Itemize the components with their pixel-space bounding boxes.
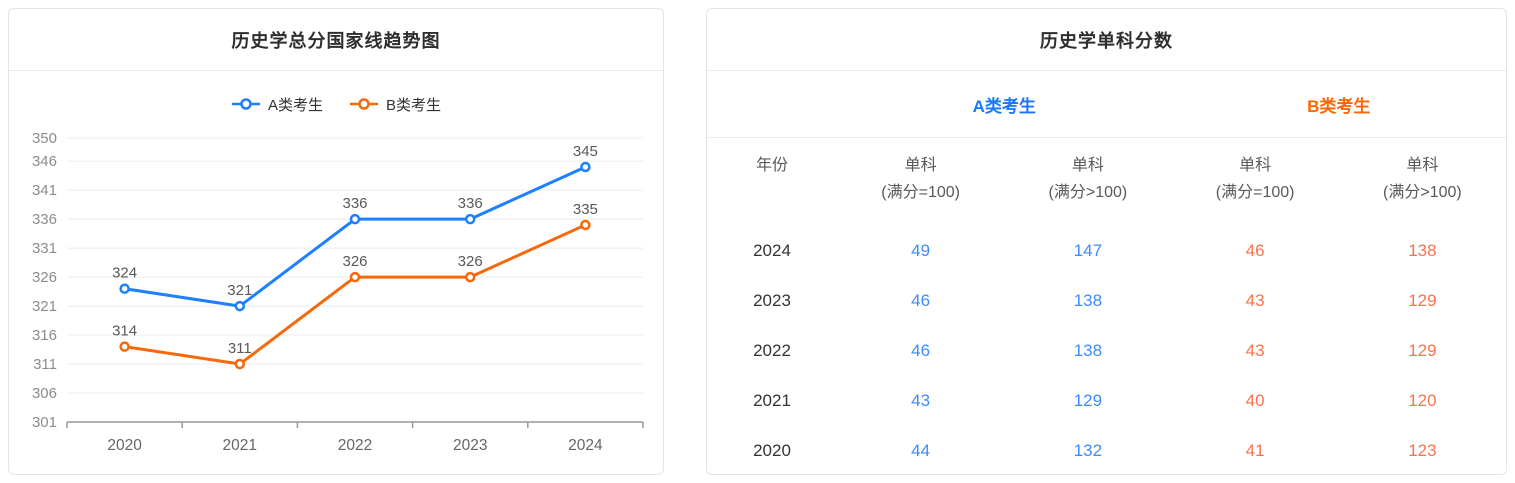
legend-marker-icon [231,98,260,110]
x-axis-tick-label: 2020 [107,437,142,454]
y-axis-tick-label: 346 [32,153,57,170]
table-row: 2022 46 138 43 129 [707,326,1506,376]
table-row: 2021 43 129 40 120 [707,376,1506,426]
data-label: 336 [342,195,367,212]
trend-chart-body: A类考生 B类考生 301 306 311 316 321 326 331 336 341 346 3… [9,90,663,474]
data-point [119,341,130,352]
legend-label: B类考生 [386,96,442,114]
chart-card-title: 历史学总分国家线趋势图 [231,30,441,51]
score-cell: 132 [1073,441,1103,460]
score-cell: 41 [1245,441,1265,460]
column-header-b-single-100: 单科 (满分=100) [1215,157,1295,201]
group-header-a-candidates: A类考生 [972,96,1036,116]
chart-legend: A类考生 B类考生 [9,90,663,118]
score-cell: 138 [1073,291,1103,310]
year-cell: 2021 [753,391,791,410]
score-cell: 129 [1408,341,1437,360]
data-label: 326 [342,253,367,270]
data-point [119,283,130,294]
score-cell: 129 [1073,391,1103,410]
data-point [464,213,476,225]
year-cell: 2020 [753,441,791,460]
data-label: 314 [112,323,137,340]
x-axis-tick-label: 2022 [338,437,372,454]
data-label: 321 [227,282,252,299]
y-axis-tick-label: 316 [32,327,57,344]
column-header-year: 年份 [755,157,788,174]
table-header-row: 年份 单科 (满分=100) 单科 (满分>100) 单科 (满分=100) 单… [707,138,1506,226]
legend-marker-icon [350,98,378,110]
score-cell: 43 [911,391,931,410]
score-table: 年份 单科 (满分=100) 单科 (满分>100) 单科 (满分=100) 单… [707,138,1506,476]
score-cell: 49 [911,241,931,260]
score-cell: 123 [1408,441,1437,460]
data-point [234,300,246,312]
score-cell: 40 [1245,391,1265,410]
column-header-b-single-gt100: 单科 (满分>100) [1383,157,1462,201]
data-label: 326 [458,253,483,270]
y-axis-tick-label: 306 [32,385,57,402]
column-header-a-single-100: 单科 (满分=100) [881,157,960,201]
y-axis-tick-label: 326 [32,269,57,286]
y-axis-tick-label: 321 [32,298,57,315]
y-axis-tick-label: 311 [33,356,57,373]
series-line-b [123,223,587,366]
y-axis-tick-label: 331 [32,240,57,257]
x-axis-tick-label: 2024 [568,437,603,454]
score-cell: 147 [1073,241,1103,260]
legend-item-a[interactable]: A类考生 [231,94,323,115]
table-row: 2024 49 147 46 138 [707,226,1506,276]
score-cell: 43 [1245,291,1265,310]
x-axis-tick-label: 2021 [223,437,257,454]
data-label: 336 [458,195,483,212]
table-row: 2023 46 138 43 129 [707,276,1506,326]
group-header-b-candidates: B类考生 [1307,96,1371,116]
year-cell: 2023 [753,291,791,310]
data-label: 311 [228,340,252,357]
data-point [349,213,361,225]
data-point [464,271,476,283]
score-cell: 43 [1245,341,1265,360]
data-label: 335 [573,201,598,218]
score-cell: 129 [1408,291,1437,310]
x-axis-tick-label: 2023 [453,437,487,454]
y-axis-tick-label: 341 [32,182,57,199]
table-row: 2020 44 132 41 123 [707,426,1506,476]
score-cell: 46 [1245,241,1265,260]
legend-item-b[interactable]: B类考生 [349,94,441,115]
trend-line-chart: 301 306 311 316 321 326 331 336 341 346 350 2020 202… [32,130,644,454]
trend-chart-card: 历史学总分国家线趋势图 A类考生 B类考生 301 306 311 316 321 326 3… [8,8,664,475]
column-header-a-single-gt100: 单科 (满分>100) [1048,157,1128,201]
score-cell: 138 [1073,341,1103,360]
data-point [580,219,591,231]
table-group-header-row: A类考生 B类考生 [707,71,1506,138]
score-cell: 46 [911,291,931,310]
data-label: 345 [573,143,598,160]
y-axis-tick-label: 336 [32,211,57,228]
y-axis-tick-label: 350 [32,130,57,147]
chart-card-header: 历史学总分国家线趋势图 [9,9,663,71]
subject-score-card: 历史学单科分数 A类考生 B类考生 年份 单科 (满分=100) 单科 (满分>… [706,8,1507,475]
score-cell: 44 [911,441,931,460]
y-axis-tick-label: 301 [32,414,57,431]
table-card-header: 历史学单科分数 [707,9,1506,71]
legend-circle [358,98,370,110]
legend-circle [240,98,252,110]
score-cell: 46 [911,341,931,360]
year-cell: 2024 [753,241,791,260]
data-point [234,358,246,370]
data-point [349,271,361,283]
legend-label: A类考生 [267,96,323,114]
data-point [580,161,591,173]
data-label: 324 [112,265,137,282]
score-cell: 138 [1408,241,1437,260]
year-cell: 2022 [753,341,791,360]
series-line-a [123,165,587,308]
table-card-title: 历史学单科分数 [1040,30,1173,51]
score-cell: 120 [1408,391,1437,410]
